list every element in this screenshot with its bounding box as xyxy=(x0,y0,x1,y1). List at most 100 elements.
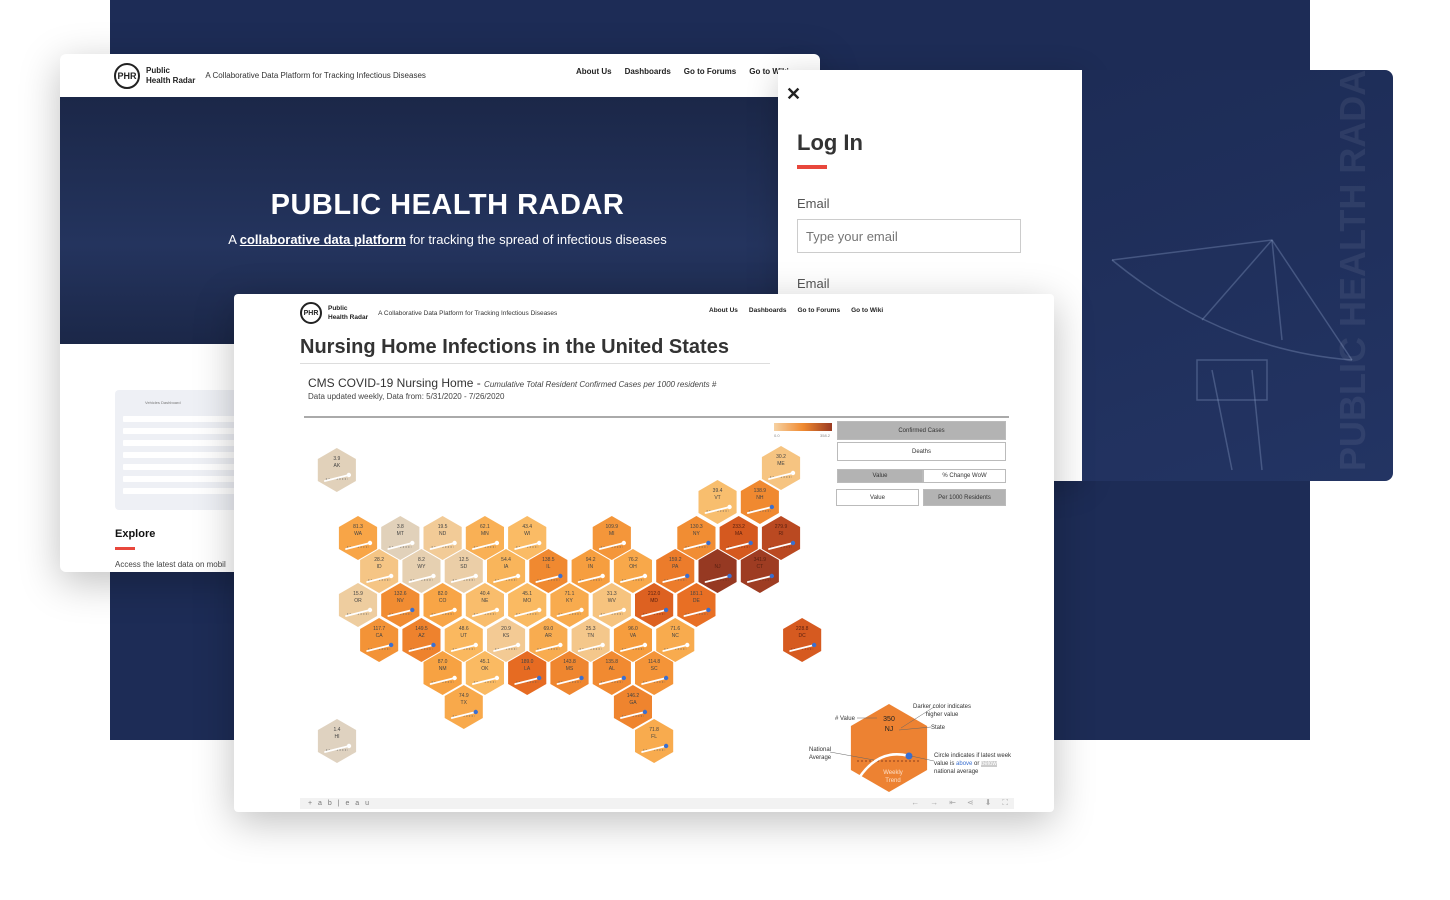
state-abbr: MO xyxy=(523,598,531,604)
state-hex-tx[interactable]: 74.9TX xyxy=(444,685,483,729)
explore-text: Access the latest data on mobil xyxy=(115,560,226,569)
state-hex-ok[interactable]: 45.1OK xyxy=(465,651,504,695)
state-hex-wi[interactable]: 43.4WI xyxy=(508,516,547,560)
toggle-value-abs[interactable]: Value xyxy=(836,489,919,506)
toggle-pct-change[interactable]: % Change WoW xyxy=(923,469,1006,483)
trend-indicator-dot xyxy=(346,743,352,749)
state-hex-ga[interactable]: 146.2GA xyxy=(613,685,652,729)
trend-indicator-dot xyxy=(537,675,542,681)
state-hex-al[interactable]: 135.8AL xyxy=(592,651,631,695)
fullscreen-icon[interactable]: ⛶ xyxy=(1002,798,1008,807)
hex-shape xyxy=(444,618,483,662)
legend-min: 0.0 xyxy=(774,433,780,438)
undo-icon[interactable]: ← xyxy=(911,798,920,807)
state-hex-mi[interactable]: 109.9MI xyxy=(592,516,631,560)
nav-about[interactable]: About Us xyxy=(709,307,738,314)
state-hex-sd[interactable]: 12.5SD xyxy=(444,549,483,593)
thumb-row xyxy=(123,440,238,446)
toggle-per-1000[interactable]: Per 1000 Residents xyxy=(923,489,1006,506)
tableau-logo[interactable]: + a b | e a u xyxy=(308,800,372,807)
weekly-trend-line xyxy=(323,474,350,482)
state-hex-wa[interactable]: 81.3WA xyxy=(338,516,378,560)
weekly-trend-line xyxy=(450,575,477,583)
dashboard-thumbnail[interactable]: Vehicles Dashboard xyxy=(115,390,245,510)
weekly-trend-line xyxy=(429,677,456,685)
download-icon[interactable]: ⬇ xyxy=(984,798,992,807)
state-hex-fl[interactable]: 71.8FL xyxy=(635,719,674,763)
trend-indicator-dot xyxy=(473,709,478,715)
hero-link[interactable]: collaborative data platform xyxy=(239,232,406,247)
state-hex-co[interactable]: 82.0CO xyxy=(423,583,462,627)
state-hex-la[interactable]: 189.0LA xyxy=(508,651,547,695)
weekly-trend-line xyxy=(641,677,668,685)
state-hex-ms[interactable]: 143.8MS xyxy=(550,651,589,695)
nav-about[interactable]: About Us xyxy=(576,67,612,76)
state-hex-ri[interactable]: 279.9RI xyxy=(761,516,801,560)
state-hex-ma[interactable]: 233.2MA xyxy=(719,516,758,560)
state-hex-hi[interactable]: 1.4HI xyxy=(317,719,357,763)
state-hex-nh[interactable]: 138.9NH xyxy=(740,480,779,524)
state-hex-va[interactable]: 96.0VA xyxy=(613,618,652,662)
state-hex-sc[interactable]: 114.8SC xyxy=(635,651,674,695)
state-hex-ut[interactable]: 48.6UT xyxy=(444,618,483,662)
state-hex-me[interactable]: 30.2ME xyxy=(761,446,801,490)
state-hex-or[interactable]: 15.9OR xyxy=(338,583,378,627)
weekly-trend-line xyxy=(345,542,371,550)
nav-wiki[interactable]: Go to Wiki xyxy=(851,307,884,314)
state-hex-nm[interactable]: 87.0NM xyxy=(423,651,462,695)
state-hex-vt[interactable]: 39.4VT xyxy=(698,480,737,524)
state-hex-dc[interactable]: 228.8DC xyxy=(783,618,822,662)
state-value: 159.2 xyxy=(669,557,682,563)
nav-wiki[interactable]: Go to Wiki xyxy=(749,67,789,76)
state-hex-mo[interactable]: 45.1MO xyxy=(508,583,547,627)
state-hex-nd[interactable]: 19.5ND xyxy=(423,516,462,560)
close-icon[interactable]: ✕ xyxy=(786,84,802,104)
state-hex-pa[interactable]: 159.2PA xyxy=(656,549,695,593)
weekly-trend-line xyxy=(366,575,393,583)
state-hex-il[interactable]: 138.5IL xyxy=(529,549,568,593)
weekly-trend-line xyxy=(598,677,625,685)
state-hex-ks[interactable]: 20.9KS xyxy=(487,618,526,662)
state-hex-nv[interactable]: 132.6NV xyxy=(381,583,420,627)
logo[interactable]: PHR xyxy=(114,62,140,89)
state-hex-tn[interactable]: 25.3TN xyxy=(571,618,610,662)
state-abbr: MA xyxy=(735,531,743,537)
state-hex-ky[interactable]: 71.1KY xyxy=(550,583,589,627)
toggle-deaths[interactable]: Deaths xyxy=(837,442,1006,461)
state-hex-ct[interactable]: 341.9CT xyxy=(740,549,779,593)
state-hex-in[interactable]: 94.2IN xyxy=(571,549,610,593)
nav-dashboards[interactable]: Dashboards xyxy=(748,307,787,314)
share-icon[interactable]: ⋖ xyxy=(966,798,974,807)
state-hex-mt[interactable]: 3.8MT xyxy=(381,516,420,560)
hex-shape xyxy=(402,549,441,593)
state-hex-wy[interactable]: 8.2WY xyxy=(402,549,441,593)
state-hex-md[interactable]: 212.0MD xyxy=(635,583,674,627)
state-hex-nj[interactable]: NJ xyxy=(698,549,737,593)
state-hex-oh[interactable]: 76.2OH xyxy=(613,549,652,593)
state-hex-mn[interactable]: 62.1MN xyxy=(465,516,504,560)
nav-forums[interactable]: Go to Forums xyxy=(797,307,841,314)
revert-icon[interactable]: ⇤ xyxy=(949,798,956,807)
logo[interactable]: PHR xyxy=(300,302,322,324)
email-input[interactable] xyxy=(797,219,1021,253)
state-hex-az[interactable]: 149.5AZ xyxy=(402,618,441,662)
nav-forums[interactable]: Go to Forums xyxy=(683,67,737,76)
tableau-footer: + a b | e a u ← → ⇤ ⋖ ⬇ ⛶ xyxy=(300,798,1014,809)
state-hex-id[interactable]: 28.2ID xyxy=(360,549,399,593)
state-hex-de[interactable]: 181.1DE xyxy=(677,583,716,627)
nav-dashboards[interactable]: Dashboards xyxy=(624,67,671,76)
state-hex-ar[interactable]: 69.0AR xyxy=(529,618,568,662)
state-hex-ny[interactable]: 130.3NY xyxy=(677,516,716,560)
thumb-title: Vehicles Dashboard xyxy=(145,400,181,405)
toggle-confirmed-cases[interactable]: Confirmed Cases xyxy=(837,421,1006,440)
state-hex-ak[interactable]: 3.9AK xyxy=(317,448,356,492)
state-hex-ca[interactable]: 117.7CA xyxy=(360,618,399,662)
state-hex-wv[interactable]: 31.3WV xyxy=(592,583,631,627)
state-hex-nc[interactable]: 71.6NC xyxy=(656,618,695,662)
state-hex-ne[interactable]: 40.4NE xyxy=(465,583,504,627)
state-value: 19.5 xyxy=(438,524,448,530)
state-hex-ia[interactable]: 54.4IA xyxy=(487,549,526,593)
toggle-value[interactable]: Value xyxy=(837,469,923,483)
weekly-trend-line xyxy=(535,575,562,583)
redo-icon[interactable]: → xyxy=(930,798,939,807)
